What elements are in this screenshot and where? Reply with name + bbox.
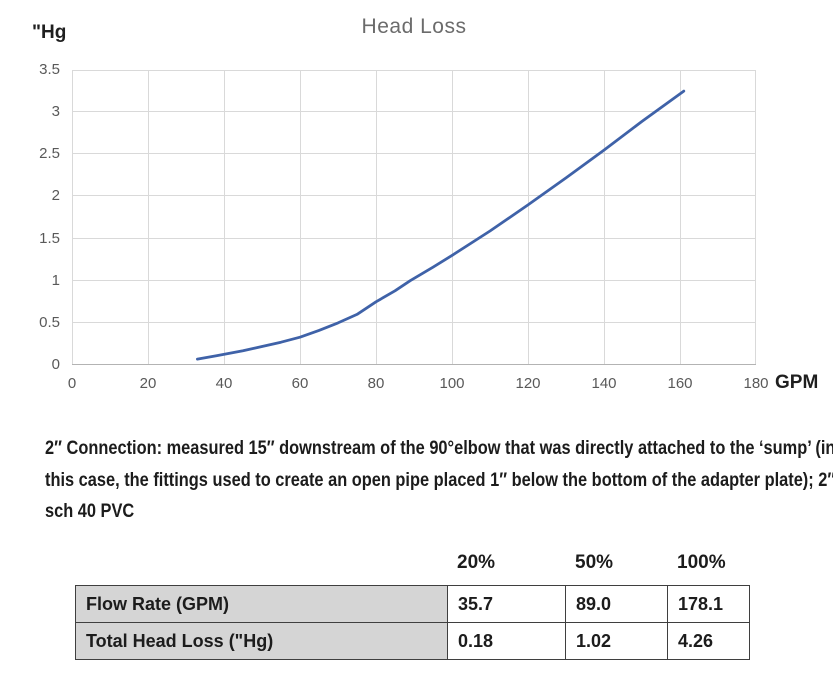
- y-tick-label: 3.5: [39, 61, 60, 78]
- y-tick-label: 2: [51, 187, 60, 205]
- table-column-header: 100%: [677, 552, 726, 573]
- caption-paragraph: 2″ Connection: measured 15″ downstream o…: [45, 433, 833, 528]
- x-tick-label: 20: [139, 375, 157, 392]
- x-tick-label: 100: [439, 375, 465, 392]
- y-tick-label: 1: [51, 271, 60, 289]
- caption-line: 2″ Connection: measured 15″ downstream o…: [45, 437, 833, 459]
- caption-line: this case, the fittings used to create a…: [45, 468, 833, 491]
- y-axis-ticks: 0 0.5 1 1.5 2 2.5 3 3.5: [0, 62, 60, 373]
- y-tick-label: 0: [51, 356, 60, 373]
- value-cell: 4.26: [667, 622, 750, 660]
- row-label-cell: Flow Rate (GPM): [75, 585, 448, 623]
- row-label-cell: Total Head Loss ("Hg): [75, 622, 448, 660]
- head-loss-curve: [196, 89, 686, 361]
- table-column-header: 20%: [457, 552, 496, 573]
- value-cell: 89.0: [565, 585, 668, 623]
- x-tick-label: 80: [367, 375, 385, 392]
- caption-line: sch 40 PVC: [45, 500, 135, 522]
- head-loss-table: Flow Rate (GPM) 35.7 89.0 178.1 Total Head L…: [75, 585, 750, 660]
- y-tick-label: 2.5: [39, 145, 60, 163]
- table-row: Flow Rate (GPM) 35.7 89.0 178.1: [75, 585, 750, 623]
- plot-area: [72, 70, 756, 365]
- value-cell: 0.18: [447, 622, 566, 660]
- y-tick-label: 0.5: [39, 313, 60, 331]
- x-tick-label: 120: [515, 375, 541, 392]
- x-tick-label: 180: [743, 375, 769, 392]
- x-axis-unit-label: GPM: [775, 372, 819, 393]
- x-axis-ticks: 0 20 40 60 80 100 120 140 160 180: [68, 375, 769, 395]
- value-cell: 178.1: [667, 585, 750, 623]
- value-cell: 1.02: [565, 622, 668, 660]
- table-percent-header-row: 20% 50% 100%: [447, 551, 749, 575]
- x-tick-label: 40: [215, 375, 233, 392]
- table-row: Total Head Loss ("Hg) 0.18 1.02 4.26: [75, 622, 750, 660]
- x-tick-label: 160: [667, 375, 693, 392]
- x-tick-label: 0: [67, 375, 77, 392]
- value-cell: 35.7: [447, 585, 566, 623]
- x-tick-label: 60: [291, 375, 309, 392]
- chart-title: Head Loss: [361, 15, 467, 38]
- y-tick-label: 1.5: [39, 229, 60, 247]
- y-axis-unit-label: "Hg: [32, 22, 67, 43]
- y-tick-label: 3: [51, 103, 60, 121]
- x-tick-label: 140: [591, 375, 617, 392]
- table-column-header: 50%: [575, 552, 614, 573]
